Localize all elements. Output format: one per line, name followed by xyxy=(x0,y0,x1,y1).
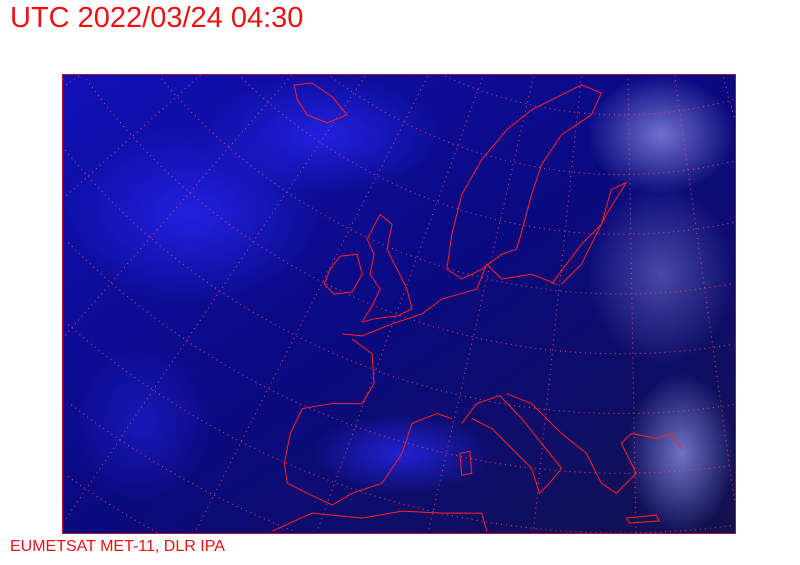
coast-africa xyxy=(272,510,488,532)
parallel-line xyxy=(65,474,158,533)
coastlines xyxy=(272,82,682,532)
coast-ireland xyxy=(323,253,363,295)
coast-sardinia xyxy=(459,450,473,476)
graticule xyxy=(63,75,735,533)
coast-iberia xyxy=(283,338,453,506)
coast-balkans xyxy=(506,393,682,494)
parallel-line xyxy=(68,402,293,531)
parallel-line xyxy=(63,147,734,415)
meridian-line xyxy=(63,76,366,523)
coast-scandinavia xyxy=(446,84,603,280)
satellite-map[interactable] xyxy=(62,74,736,534)
coast-iceland xyxy=(293,82,348,124)
coast-baltic xyxy=(551,181,628,285)
coast-crete xyxy=(625,514,661,524)
image-credit: EUMETSAT MET-11, DLR IPA xyxy=(10,538,225,555)
meridian-line xyxy=(195,76,429,531)
cloud-layer xyxy=(63,75,735,533)
coast-great-britain xyxy=(361,213,413,323)
meridian-line xyxy=(316,78,483,532)
meridian-line xyxy=(627,78,637,533)
meridian-line xyxy=(63,75,201,199)
coast-italy xyxy=(461,395,563,495)
coast-mainland-north xyxy=(342,263,557,337)
timestamp-title: UTC 2022/03/24 04:30 xyxy=(10,2,304,34)
meridian-line xyxy=(674,75,735,502)
